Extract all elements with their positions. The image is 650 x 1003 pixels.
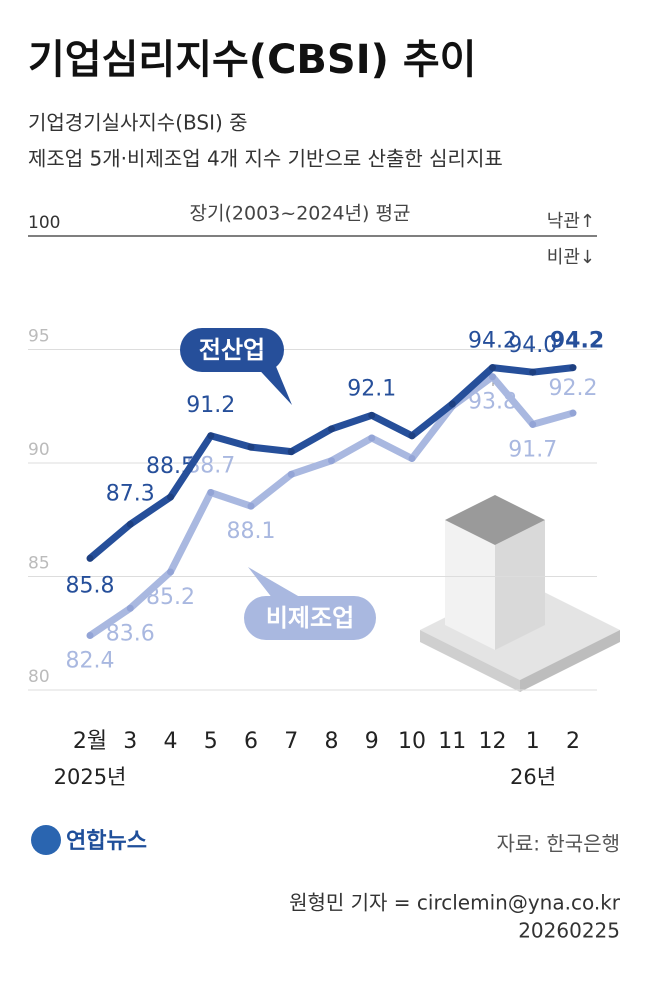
- point: [86, 632, 94, 640]
- point: [529, 420, 537, 428]
- y-tick-label: 95: [28, 327, 50, 347]
- subtitle: 제조업 5개·비제조업 4개 지수 기반으로 산출한 심리지표: [28, 147, 503, 171]
- year-label: 26년: [510, 765, 556, 789]
- data-label: 93.8: [468, 390, 517, 415]
- data-label: 91.7: [508, 437, 557, 462]
- point: [287, 448, 295, 456]
- data-label: 94.2: [550, 329, 604, 354]
- point: [167, 568, 174, 576]
- point: [328, 425, 335, 433]
- data-label: 85.2: [146, 585, 195, 610]
- logo: 연합뉴스: [31, 825, 147, 855]
- x-tick-label: 12: [479, 729, 507, 754]
- point: [247, 502, 255, 510]
- point: [368, 411, 376, 419]
- chart-title: 기업심리지수(CBSI) 추이: [28, 37, 476, 83]
- year-label: 2025년: [54, 765, 127, 789]
- legend-box: [180, 328, 284, 372]
- point: [86, 554, 94, 562]
- point: [489, 373, 496, 381]
- x-tick-label: 5: [204, 729, 218, 754]
- point: [167, 493, 174, 501]
- point: [126, 520, 134, 528]
- data-label: 94.2: [468, 329, 517, 354]
- baseline-label: 장기(2003~2024년) 평균: [190, 203, 411, 225]
- source: 자료: 한국은행: [497, 832, 621, 856]
- data-label: 94.0: [508, 333, 557, 358]
- x-tick-label: 4: [164, 729, 178, 754]
- data-label: 91.2: [186, 393, 235, 418]
- y-tick-label: 90: [28, 440, 50, 460]
- x-tick-label: 2월: [73, 729, 107, 754]
- point: [489, 364, 496, 372]
- point: [328, 457, 335, 465]
- data-label: 92.2: [549, 376, 598, 401]
- data-label: 92.1: [347, 376, 396, 401]
- data-label: 88.5: [146, 454, 195, 479]
- point: [529, 368, 537, 376]
- point: [287, 470, 295, 478]
- x-tick-label: 3: [123, 729, 137, 754]
- data-label: 87.3: [106, 481, 155, 506]
- x-tick-label: 10: [398, 729, 426, 754]
- point: [207, 489, 215, 497]
- pessimistic-label: 비관↓: [547, 247, 595, 268]
- legend-label: 비제조업: [266, 604, 354, 632]
- data-label: 85.8: [66, 573, 115, 598]
- point: [569, 409, 577, 417]
- data-label: 83.6: [106, 621, 155, 646]
- x-tick-label: 6: [244, 729, 258, 754]
- legend-box: [244, 596, 376, 640]
- data-label: 88.1: [227, 519, 276, 544]
- point: [247, 443, 255, 451]
- point: [126, 604, 134, 612]
- y-tick-label: 85: [28, 554, 50, 574]
- subtitle: 기업경기실사지수(BSI) 중: [28, 111, 248, 135]
- x-tick-label: 8: [325, 729, 339, 754]
- y-tick-label: 80: [28, 667, 50, 687]
- point: [368, 434, 376, 442]
- point: [408, 454, 416, 462]
- x-tick-label: 7: [284, 729, 298, 754]
- point: [207, 432, 215, 440]
- legend-label: 전산업: [199, 336, 265, 364]
- building-icon: [420, 495, 620, 692]
- point: [569, 364, 577, 372]
- point: [408, 432, 416, 440]
- credit: 원형민 기자 = circlemin@yna.co.kr: [289, 891, 621, 915]
- y-tick-label: 100: [28, 213, 60, 233]
- point: [448, 400, 456, 408]
- x-tick-label: 11: [438, 729, 466, 754]
- optimistic-label: 낙관↑: [547, 211, 595, 232]
- data-label: 82.4: [66, 649, 115, 674]
- date: 20260225: [518, 919, 620, 943]
- x-tick-label: 2: [566, 729, 580, 754]
- x-tick-label: 1: [526, 729, 540, 754]
- logo-text: 연합뉴스: [66, 828, 147, 854]
- x-tick-label: 9: [365, 729, 379, 754]
